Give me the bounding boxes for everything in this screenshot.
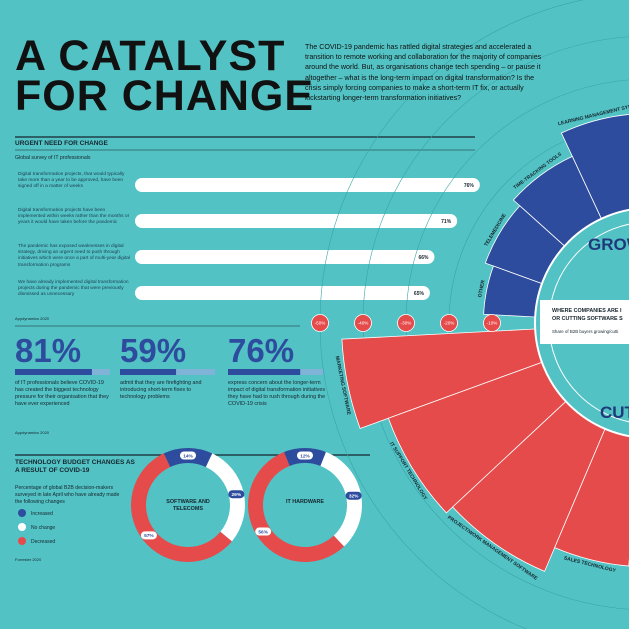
tick-label: -50% (315, 321, 326, 326)
tick-badge (483, 314, 501, 332)
value-label: 56% (258, 529, 268, 535)
title-line: A CATALYST (15, 32, 286, 80)
legend-label: No change (31, 525, 55, 531)
category-label: Digital transformation projects have bee… (18, 208, 130, 226)
stat-value: 76% (228, 332, 295, 369)
label-pill (180, 451, 196, 460)
chart-title: URGENT NEED FOR CHANGE (15, 140, 108, 147)
label-pill (140, 531, 157, 540)
chart-title: OR CUTTING SOFTWARE S (552, 316, 623, 322)
series-label: CUT (600, 403, 629, 422)
title-line: FOR CHANGE (15, 72, 315, 120)
value-label: 71% (441, 219, 452, 225)
legend-label: Increased (31, 511, 53, 517)
donut-segment (320, 452, 362, 547)
chart-subtitle: Share of B2B buyers growing/cutti (552, 329, 618, 334)
radial-bar (554, 428, 629, 567)
chart-title: WHERE COMPANIES ARE I (552, 308, 622, 314)
value-label: 76% (464, 183, 475, 189)
chart-subtitle: Percentage of global B2B decision-makers… (15, 485, 120, 505)
label-pill (228, 490, 245, 499)
value-label: 32% (349, 494, 359, 500)
donut-name: IT HARDWARE (285, 499, 325, 505)
tick-label: -40% (358, 321, 369, 326)
tick-badge (311, 314, 329, 332)
bar-label: OTHER (477, 279, 486, 298)
tick-badge (397, 314, 415, 332)
legend-label: Decreased (31, 539, 55, 545)
stat-text: admit that they are firefighting and int… (120, 380, 202, 400)
legend-swatch (18, 523, 26, 531)
stat-value: 59% (120, 332, 187, 369)
label-pill (255, 527, 272, 536)
source: Forrester 2020 (15, 557, 42, 562)
tick-badge (354, 314, 372, 332)
value-label: 66% (418, 255, 429, 261)
tick-label: -10% (487, 321, 498, 326)
donut-segment (247, 452, 345, 563)
value-label: 14% (183, 453, 193, 459)
legend-swatch (18, 509, 26, 517)
stat-bar (120, 369, 177, 375)
category-label: Digital transformation projects, that wo… (18, 172, 125, 190)
source: Appdynamics 2020 (15, 316, 50, 321)
label-pill (345, 491, 362, 500)
stat-bar (228, 369, 301, 375)
legend-swatch (18, 537, 26, 545)
intro: The COVID-19 pandemic has rattled digita… (305, 43, 542, 103)
value-label: 57% (144, 533, 154, 539)
donut-segment (205, 453, 245, 542)
value-label: 29% (232, 492, 242, 498)
stat-bar (15, 369, 92, 375)
stat-value: 81% (15, 332, 82, 369)
value-label: 65% (414, 291, 425, 297)
bar (135, 214, 458, 228)
stat-text: of IT professionals believe COVID-19 has… (15, 380, 109, 407)
chart-title: TECHNOLOGY BUDGET CHANGES AS A RESULT OF… (15, 459, 135, 474)
category-label: We have already implemented digital tran… (18, 280, 129, 298)
value-label: 12% (300, 453, 310, 459)
label-pill (297, 451, 313, 460)
tick-badge (440, 314, 458, 332)
bar (135, 178, 480, 192)
source: Appdynamics 2020 (15, 430, 50, 435)
tick-label: -30% (401, 321, 412, 326)
series-label: GROW (588, 235, 629, 254)
bar (135, 250, 435, 264)
title-box (540, 300, 629, 344)
stat-text: express concern about the longer-term im… (228, 380, 326, 407)
category-label: The pandemic has exposed weaknesses in d… (18, 244, 130, 268)
bar (135, 286, 430, 300)
donut-name: SOFTWARE AND TELECOMS (166, 499, 210, 512)
chart-subtitle: Global survey of IT professionals (15, 155, 91, 161)
tick-label: -20% (444, 321, 455, 326)
